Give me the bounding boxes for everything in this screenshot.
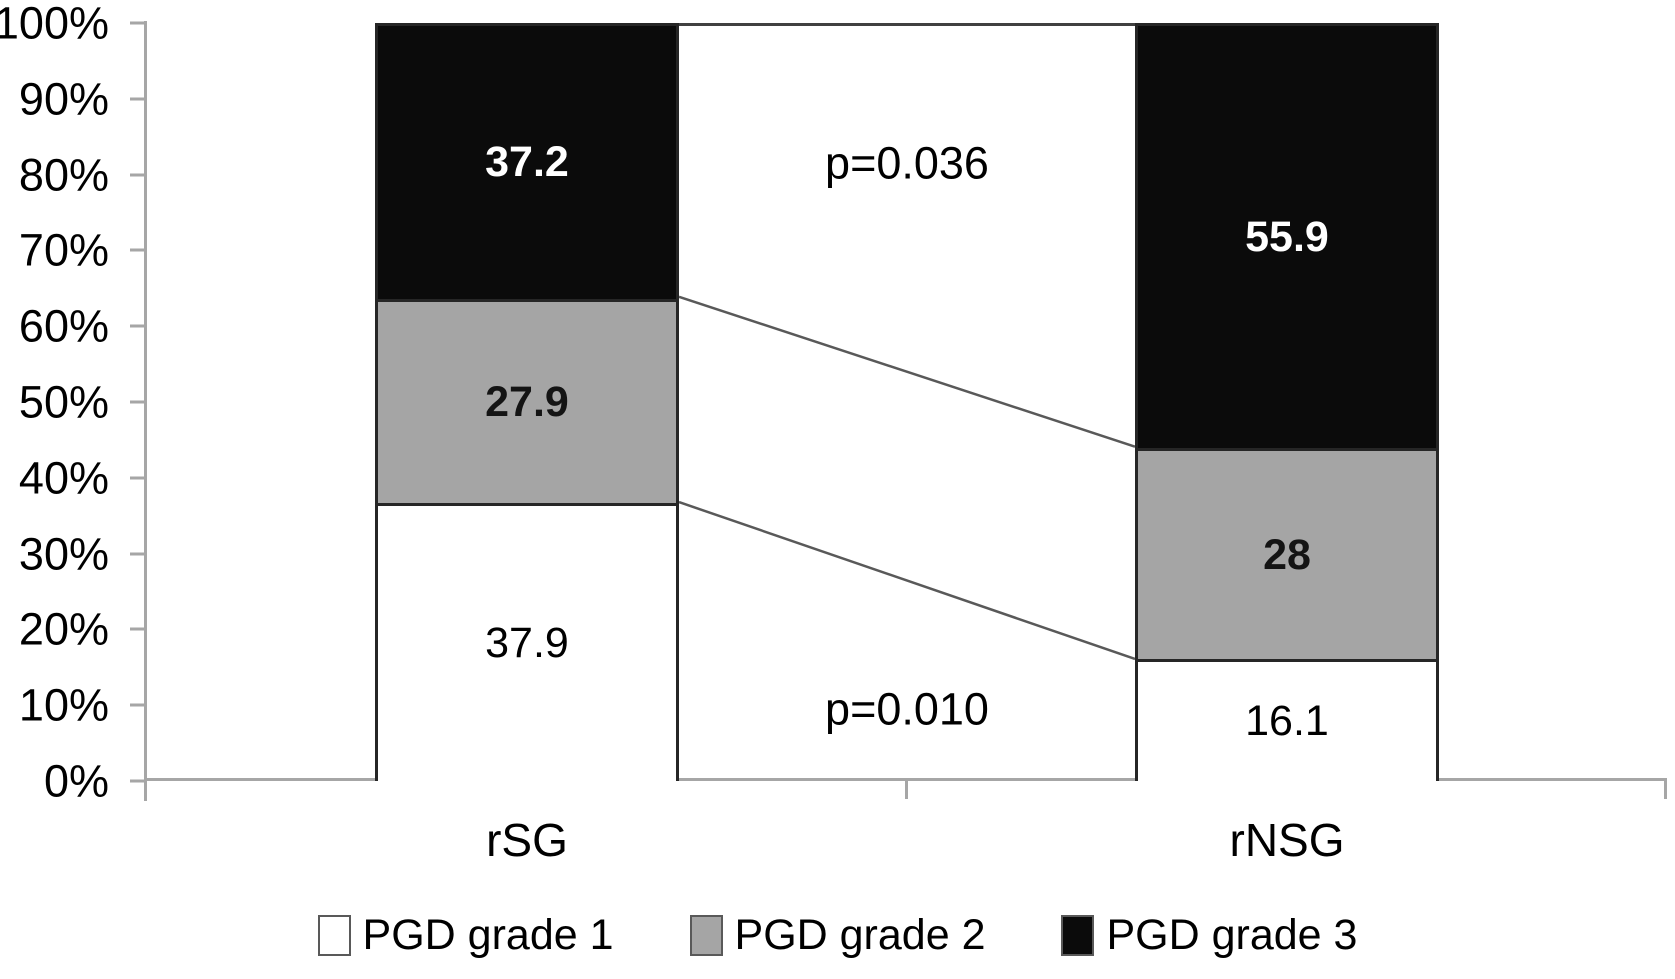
- connector-line-boundary: [678, 500, 1136, 661]
- x-axis-tick: [905, 778, 908, 799]
- y-axis-tick-mark: [130, 21, 147, 25]
- legend: PGD grade 1 PGD grade 2 PGD grade 3: [0, 914, 1675, 957]
- y-axis-tick-mark: [130, 703, 147, 707]
- y-axis-tick-label: 20%: [18, 603, 109, 655]
- legend-item-pgd-grade-1: PGD grade 1: [317, 911, 614, 959]
- legend-label: PGD grade 1: [362, 911, 614, 959]
- category-label-rnsg: rNSG: [1229, 814, 1345, 866]
- x-axis-tick: [1664, 778, 1667, 799]
- legend-label: PGD grade 3: [1106, 911, 1358, 959]
- segment-value-label: 37.2: [485, 137, 569, 186]
- y-axis-tick-label: 30%: [18, 528, 109, 580]
- y-axis-tick-label: 100%: [0, 0, 109, 49]
- y-axis-tick-mark: [130, 248, 147, 252]
- y-axis-tick-label: 50%: [18, 376, 109, 428]
- legend-swatch: [1061, 915, 1095, 956]
- bar-segment-pgd-grade-1: 37.9: [378, 503, 676, 781]
- y-axis-tick-mark: [130, 173, 147, 177]
- legend-label: PGD grade 2: [734, 911, 986, 959]
- legend-item-pgd-grade-2: PGD grade 2: [689, 911, 986, 959]
- segment-value-label: 28: [1263, 530, 1311, 579]
- y-axis-tick-mark: [130, 324, 147, 328]
- segment-value-label: 16.1: [1245, 697, 1329, 746]
- y-axis-tick-mark: [130, 627, 147, 631]
- y-axis-line: [144, 21, 147, 801]
- y-axis-tick-mark: [130, 400, 147, 404]
- p-value-annotation-top: p=0.036: [825, 137, 989, 189]
- connector-line-boundary: [678, 295, 1136, 448]
- y-axis-tick-label: 0%: [43, 755, 109, 807]
- y-axis-tick-mark: [130, 779, 147, 783]
- plot-area: 0% 10% 20% 30% 40% 50% 60% 70% 80% 90% 100% 37.2 27…: [0, 1, 1667, 863]
- y-axis-tick-mark: [130, 476, 147, 480]
- y-axis-tick-label: 10%: [18, 679, 109, 731]
- bar-rSG: 37.2 27.9 37.9: [375, 23, 679, 781]
- legend-item-pgd-grade-3: PGD grade 3: [1061, 914, 1357, 957]
- y-axis-tick-label: 90%: [18, 73, 109, 125]
- y-axis-tick-label: 60%: [18, 300, 109, 352]
- bar-segment-pgd-grade-2: 28: [1138, 448, 1436, 660]
- connector-lines: [678, 23, 1136, 661]
- y-axis-tick-label: 80%: [18, 149, 109, 201]
- y-axis-tick-label: 70%: [18, 224, 109, 276]
- legend-swatch: [317, 915, 351, 956]
- y-axis-tick-label: 40%: [18, 452, 109, 504]
- bar-segment-pgd-grade-1: 16.1: [1138, 659, 1436, 781]
- bar-segment-pgd-grade-3: 37.2: [378, 26, 676, 299]
- bar-rNSG: 55.9 28 16.1: [1135, 23, 1439, 781]
- p-value-annotation-bottom: p=0.010: [825, 683, 989, 735]
- y-axis-tick-mark: [130, 552, 147, 556]
- legend-swatch: [689, 915, 723, 956]
- category-label-rsg: rSG: [486, 814, 568, 866]
- bar-segment-pgd-grade-2: 27.9: [378, 298, 676, 504]
- segment-value-label: 27.9: [485, 377, 569, 426]
- y-axis-tick-mark: [130, 97, 147, 101]
- bar-segment-pgd-grade-3: 55.9: [1138, 26, 1436, 449]
- segment-value-label: 55.9: [1245, 212, 1329, 261]
- segment-value-label: 37.9: [485, 619, 569, 668]
